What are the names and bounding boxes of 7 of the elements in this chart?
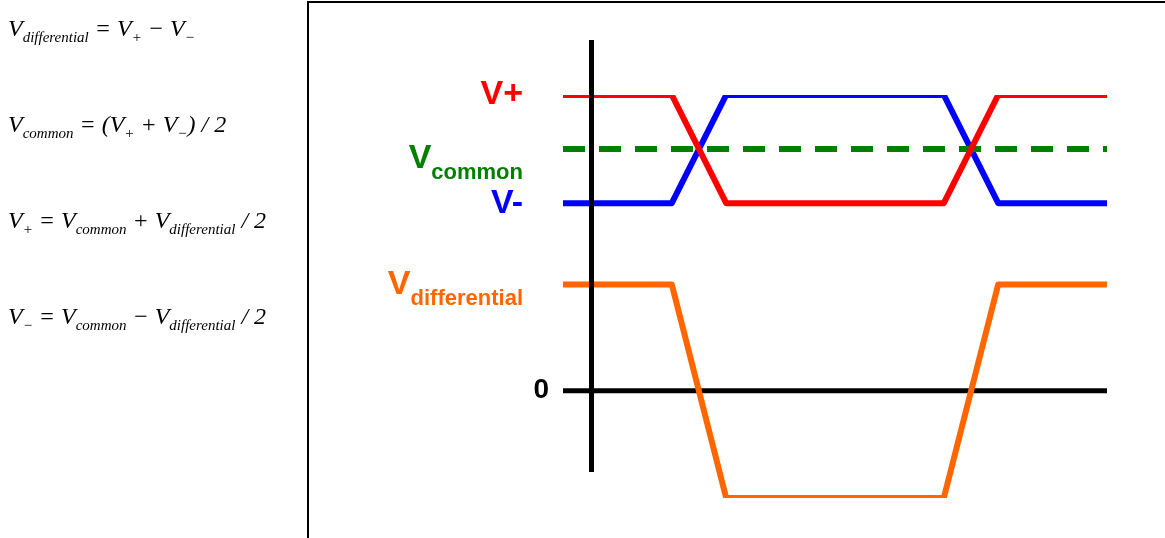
series-label: V+ [480, 73, 524, 112]
text: V$_{common}$ = (V$_{+}$ + V$_{−}$) / 2 [8, 110, 228, 143]
series-label: V- [490, 181, 523, 220]
text: V$_{−}$ = V$_{common}$ − V$_{differential}$ / 2 [8, 302, 268, 335]
text: V$_{+}$ = V$_{common}$ + V$_{differential}$ / 2 [8, 206, 268, 239]
text: V$_{differential}$ = V$_{+}$ − V$_{−}$ [8, 14, 196, 47]
ref-line-label: 0 [533, 373, 550, 405]
